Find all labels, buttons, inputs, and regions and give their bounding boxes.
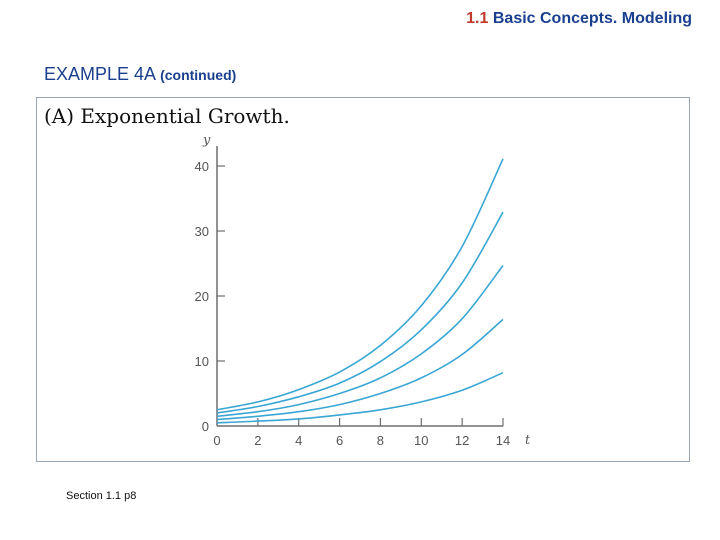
example-suffix: (continued) — [160, 67, 237, 83]
x-tick-label: 4 — [295, 433, 302, 448]
growth-curve-1 — [216, 371, 504, 424]
x-tick-label: 12 — [455, 433, 469, 448]
exponential-growth-chart: y t 0 10 20 30 40 0 2 4 6 8 10 12 14 — [195, 133, 531, 448]
panel-title: (A) Exponential Growth. — [44, 104, 290, 128]
section-number: 1.1 — [466, 10, 489, 27]
y-tick-label: 10 — [195, 354, 209, 369]
example-label: EXAMPLE 4A — [44, 64, 156, 84]
axes-group: y t 0 10 20 30 40 0 2 4 6 8 10 12 14 — [195, 133, 531, 448]
y-tick-label: 20 — [195, 289, 209, 304]
y-tick-label: 30 — [195, 224, 209, 239]
figure-panel: (A) Exponential Growth. y t 0 10 20 30 40 0 2 4 6 8… — [36, 97, 690, 462]
growth-curve-4 — [216, 211, 504, 414]
y-axis-label: y — [202, 133, 211, 148]
y-tick-label: 40 — [195, 159, 209, 174]
example-title: EXAMPLE 4A (continued) — [44, 64, 236, 85]
x-tick-label: 6 — [336, 433, 343, 448]
growth-curve-5 — [216, 158, 504, 411]
curves-group — [216, 158, 504, 424]
growth-curve-2 — [216, 318, 504, 421]
section-title: Basic Concepts. Modeling — [492, 10, 692, 27]
section-header: 1.1 Basic Concepts. Modeling — [466, 10, 692, 28]
growth-curve-3 — [216, 265, 504, 418]
x-tick-label: 8 — [377, 433, 384, 448]
x-tick-label: 14 — [496, 433, 510, 448]
y-tick-label: 0 — [202, 419, 209, 434]
x-tick-label: 10 — [414, 433, 428, 448]
x-axis-label: t — [525, 433, 531, 448]
x-tick-label: 2 — [254, 433, 261, 448]
x-tick-label: 0 — [213, 433, 220, 448]
slide-footer: Section 1.1 p8 — [66, 490, 137, 502]
